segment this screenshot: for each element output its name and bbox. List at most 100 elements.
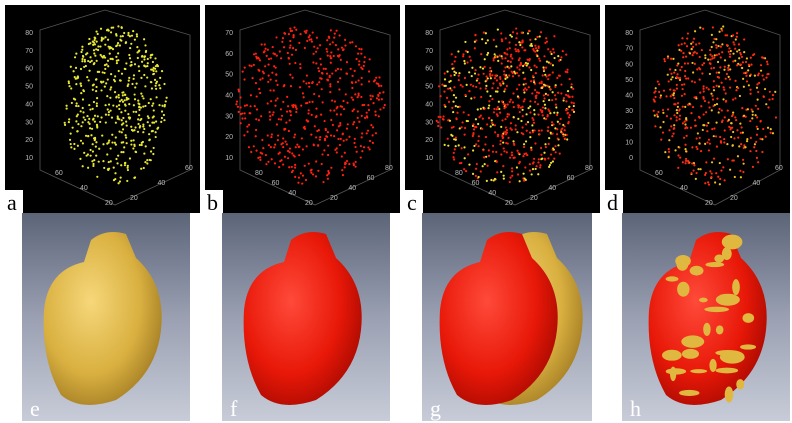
point	[117, 155, 119, 157]
point	[239, 96, 241, 98]
point	[560, 92, 562, 94]
point	[110, 160, 112, 162]
point	[303, 127, 305, 129]
point	[716, 54, 718, 56]
tick-label: 10	[425, 155, 433, 162]
point	[103, 55, 105, 57]
point	[241, 112, 243, 114]
point	[137, 123, 139, 125]
panel-label: g	[430, 396, 441, 421]
point	[66, 107, 68, 109]
point	[458, 75, 460, 77]
point	[89, 56, 91, 58]
point	[454, 56, 456, 58]
point	[559, 75, 561, 77]
point	[550, 53, 552, 55]
point	[485, 80, 487, 82]
point	[505, 133, 507, 135]
point	[91, 128, 93, 130]
point	[444, 72, 446, 74]
point	[538, 57, 540, 59]
point	[478, 176, 480, 178]
point	[260, 115, 262, 117]
point	[97, 45, 99, 47]
point	[270, 57, 272, 59]
point	[749, 120, 751, 122]
point	[341, 106, 343, 108]
point	[80, 140, 82, 142]
point	[477, 74, 479, 76]
point	[308, 163, 310, 165]
point	[335, 69, 337, 71]
point	[503, 147, 505, 149]
point	[715, 135, 717, 137]
point	[757, 108, 759, 110]
point	[140, 168, 142, 170]
point	[739, 95, 741, 97]
point	[753, 146, 755, 148]
point	[117, 25, 119, 27]
point	[267, 161, 269, 163]
point	[143, 152, 145, 154]
point	[250, 151, 252, 153]
point	[492, 151, 494, 153]
surface-patch	[716, 368, 739, 374]
point	[130, 61, 132, 63]
point	[499, 76, 501, 78]
point	[130, 126, 132, 128]
point	[133, 104, 135, 106]
point	[718, 77, 720, 79]
point	[702, 129, 704, 131]
point	[261, 77, 263, 79]
tick-label: 40	[753, 180, 761, 187]
point	[259, 159, 261, 161]
point	[77, 145, 79, 147]
point	[125, 62, 127, 64]
point	[489, 70, 491, 72]
point	[249, 112, 251, 114]
point	[326, 79, 328, 81]
tick-label: 30	[25, 119, 33, 126]
point	[524, 98, 526, 100]
point	[130, 143, 132, 145]
point	[506, 48, 508, 50]
point	[480, 53, 482, 55]
point	[251, 77, 253, 79]
point	[465, 170, 467, 172]
point	[765, 135, 767, 137]
point	[482, 67, 484, 69]
point	[333, 109, 335, 111]
point	[533, 81, 535, 83]
point	[346, 102, 348, 104]
point	[68, 85, 70, 87]
point	[361, 136, 363, 138]
point	[122, 91, 124, 93]
point	[659, 126, 661, 128]
point	[325, 68, 327, 70]
point	[480, 115, 482, 117]
point	[717, 61, 719, 63]
point	[143, 167, 145, 169]
point	[166, 97, 168, 99]
point	[451, 89, 453, 91]
point	[279, 50, 281, 52]
point	[713, 127, 715, 129]
point	[364, 56, 366, 58]
point	[464, 77, 466, 79]
point	[719, 136, 721, 138]
point	[345, 93, 347, 95]
point	[737, 155, 739, 157]
point	[278, 118, 280, 120]
point	[357, 110, 359, 112]
point	[473, 97, 475, 99]
point	[565, 100, 567, 102]
point	[155, 96, 157, 98]
point	[313, 93, 315, 95]
point	[545, 118, 547, 120]
point	[127, 113, 129, 115]
point	[110, 73, 112, 75]
point	[561, 132, 563, 134]
point	[503, 103, 505, 105]
point	[467, 120, 469, 122]
point	[670, 125, 672, 127]
